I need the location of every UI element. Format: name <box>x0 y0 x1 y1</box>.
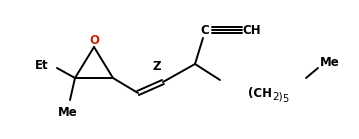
Text: O: O <box>89 33 99 47</box>
Text: Me: Me <box>320 55 340 69</box>
Text: CH: CH <box>243 23 261 37</box>
Text: (CH: (CH <box>248 86 272 100</box>
Text: Et: Et <box>35 59 49 71</box>
Text: 2): 2) <box>272 91 283 101</box>
Text: C: C <box>201 23 209 37</box>
Text: 5: 5 <box>282 94 288 104</box>
Text: Me: Me <box>58 106 78 119</box>
Text: Z: Z <box>153 59 161 73</box>
